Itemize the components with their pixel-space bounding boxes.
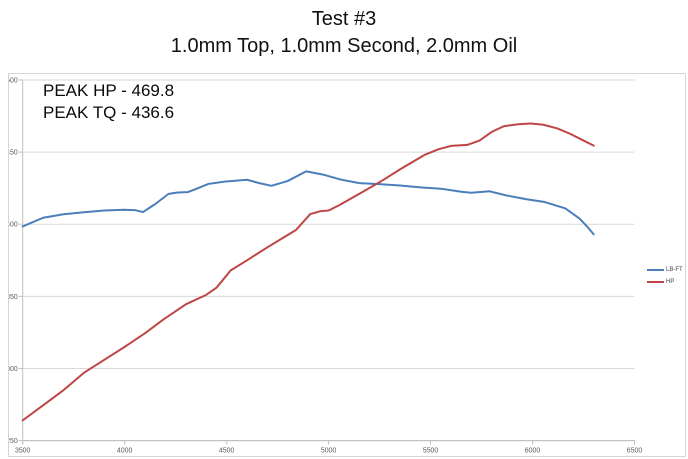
peak-hp-text: PEAK HP - 469.8 [43,81,175,100]
chart-title-line1: Test #3 [311,8,377,30]
svg-text:4000: 4000 [117,448,133,455]
chart-title-block: Test #3 1.0mm Top, 1.0mm Second, 2.0mm O… [0,6,688,60]
svg-text:5500: 5500 [423,448,439,455]
legend-label-lbft: LB-FT [666,267,683,273]
chart-title-line2: 1.0mm Top, 1.0mm Second, 2.0mm Oil [170,35,518,57]
plot-svg: 250 300 350 400 450 500 3500 4000 4500 5000 5500 60… [9,77,643,455]
svg-text:5000: 5000 [321,448,337,455]
svg-text:6000: 6000 [525,448,541,455]
svg-text:350: 350 [9,294,18,301]
hp-line-swatch-icon [647,281,664,283]
peak-annotation: PEAK HP - 469.8 PEAK TQ - 436.6 [43,80,174,124]
svg-text:250: 250 [9,438,18,445]
svg-text:500: 500 [9,77,18,84]
legend-label-hp: HP [666,279,675,285]
chart-area: 250 300 350 400 450 500 3500 4000 4500 5000 5500 60… [8,73,686,457]
lbft-line-swatch-icon [647,269,664,271]
svg-text:450: 450 [9,150,18,157]
svg-text:6500: 6500 [627,448,643,455]
svg-text:300: 300 [9,366,18,373]
legend-item-lbft: LB-FT [647,264,687,276]
svg-text:4500: 4500 [219,448,235,455]
peak-tq-text: PEAK TQ - 436.6 [43,103,175,122]
legend-item-hp: HP [647,276,687,288]
svg-text:400: 400 [9,222,18,229]
svg-text:3500: 3500 [15,448,31,455]
chart-legend: LB-FT HP [647,264,687,288]
